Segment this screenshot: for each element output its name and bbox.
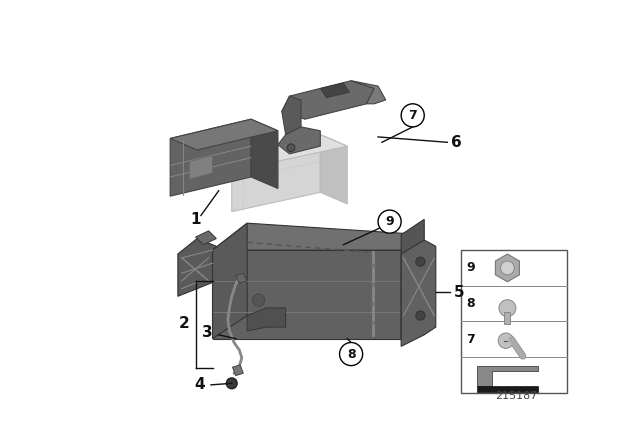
Polygon shape (232, 365, 243, 375)
Circle shape (416, 311, 425, 320)
Polygon shape (189, 155, 212, 179)
Polygon shape (212, 223, 247, 339)
Polygon shape (178, 238, 216, 296)
Circle shape (227, 378, 237, 389)
Polygon shape (278, 127, 320, 154)
Polygon shape (212, 223, 424, 250)
Circle shape (401, 104, 424, 127)
Text: 8: 8 (466, 297, 475, 310)
Circle shape (416, 257, 425, 266)
Polygon shape (282, 96, 301, 134)
Circle shape (378, 210, 401, 233)
Polygon shape (282, 81, 374, 119)
Circle shape (371, 264, 374, 267)
Text: 9: 9 (385, 215, 394, 228)
Text: 6: 6 (451, 135, 462, 150)
Polygon shape (170, 119, 251, 196)
Circle shape (499, 300, 516, 317)
Polygon shape (170, 119, 278, 150)
Text: 7: 7 (466, 333, 475, 346)
Text: 3: 3 (202, 325, 212, 340)
Text: 9: 9 (466, 262, 475, 275)
Polygon shape (251, 119, 278, 189)
Polygon shape (196, 231, 216, 245)
Text: 215187: 215187 (495, 392, 538, 401)
Polygon shape (351, 81, 386, 104)
Polygon shape (320, 134, 348, 204)
Polygon shape (477, 386, 538, 392)
Circle shape (371, 283, 374, 286)
Polygon shape (320, 83, 349, 98)
Polygon shape (401, 220, 424, 339)
FancyBboxPatch shape (461, 250, 566, 392)
Polygon shape (232, 134, 320, 211)
Text: 4: 4 (194, 377, 205, 392)
Circle shape (340, 343, 363, 366)
Polygon shape (236, 273, 247, 283)
Text: 8: 8 (347, 348, 355, 361)
Polygon shape (247, 308, 285, 331)
Text: 7: 7 (408, 109, 417, 122)
Text: 1: 1 (190, 212, 201, 227)
Polygon shape (401, 240, 436, 346)
Text: 2: 2 (179, 316, 189, 331)
FancyBboxPatch shape (504, 312, 511, 323)
Circle shape (371, 302, 374, 306)
Circle shape (498, 333, 513, 349)
Polygon shape (477, 366, 538, 386)
Circle shape (254, 319, 263, 328)
Circle shape (287, 144, 295, 151)
Polygon shape (232, 134, 348, 165)
Circle shape (253, 294, 265, 306)
Text: 5: 5 (454, 285, 465, 300)
Circle shape (371, 322, 374, 325)
Polygon shape (212, 250, 401, 339)
Circle shape (500, 261, 515, 275)
